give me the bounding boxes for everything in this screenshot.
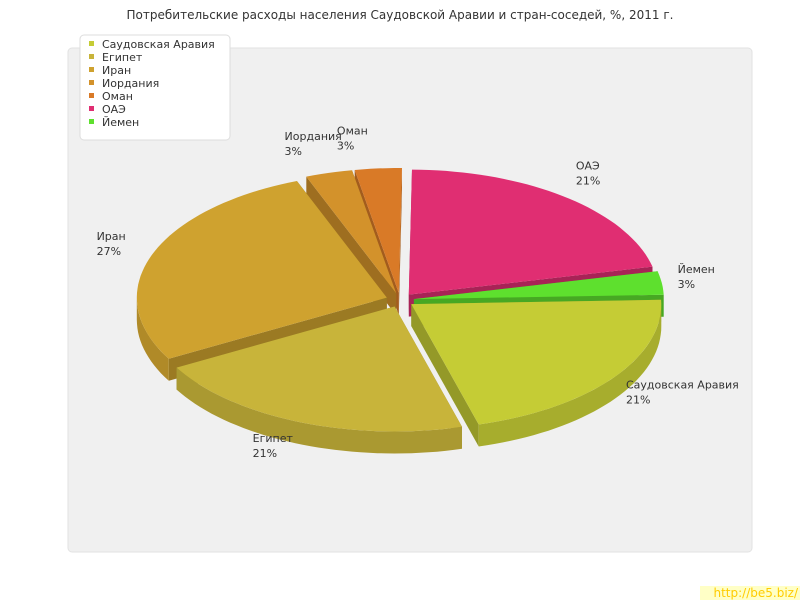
slice: [411, 299, 662, 425]
legend-swatch: [89, 106, 94, 111]
slice-label: Саудовская Аравия: [626, 378, 739, 391]
slice-edge: [411, 304, 479, 447]
legend-label: Саудовская Аравия: [102, 38, 215, 51]
legend-label: Иран: [102, 64, 131, 77]
slice-side: [478, 304, 662, 447]
slice: [136, 181, 387, 359]
slice-label: Иран: [97, 230, 126, 243]
slice: [176, 306, 462, 432]
legend-label: Оман: [102, 90, 133, 103]
watermark: http://be5.biz/: [713, 586, 798, 600]
slice-value-label: 21%: [626, 393, 650, 406]
slice-edge: [306, 176, 397, 316]
legend-swatch: [89, 41, 94, 46]
legend-swatch: [89, 93, 94, 98]
legend: Саудовская АравияЕгипетИранИорданияОманО…: [79, 34, 231, 141]
slice-value-label: 21%: [253, 447, 277, 460]
slice-label: Оман: [337, 125, 368, 138]
legend-swatch: [89, 119, 94, 124]
legend-label: Йемен: [102, 116, 139, 129]
slice-label: Египет: [253, 432, 294, 445]
slice-side: [176, 367, 462, 454]
chart-title: Потребительские расходы населения Саудов…: [127, 8, 674, 22]
legend-label: Иордания: [102, 77, 159, 90]
slice-label: Иордания: [285, 130, 342, 143]
legend-box: [79, 34, 231, 141]
watermark-bg: [700, 586, 800, 600]
slice: [354, 168, 402, 293]
pie: Саудовская Аравия 21% Египет 21% Иран 27% Иорд…: [97, 125, 739, 460]
slice-label: ОАЭ: [576, 159, 600, 172]
legend-swatch: [89, 80, 94, 85]
slice-value-label: 21%: [576, 174, 600, 187]
slice-value-label: 27%: [97, 245, 121, 258]
slice: [306, 170, 397, 294]
slice: [408, 169, 653, 295]
slice-value-label: 3%: [285, 145, 302, 158]
legend-label: Египет: [102, 51, 143, 64]
slice-value-label: 3%: [337, 140, 354, 153]
slice-value-label: 3%: [678, 278, 695, 291]
legend-swatch: [89, 67, 94, 72]
slice-side: [136, 297, 169, 381]
slice-edge: [398, 168, 402, 315]
legend-label: ОАЭ: [102, 103, 126, 116]
slice: [413, 271, 664, 300]
slice-label: Йемен: [678, 263, 715, 276]
legend-swatch: [89, 54, 94, 59]
